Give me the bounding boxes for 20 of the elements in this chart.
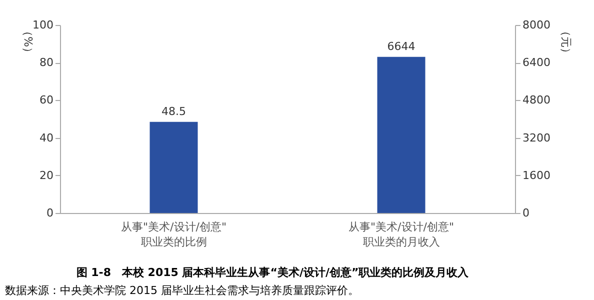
y2-tick-label: 4800	[522, 94, 550, 107]
y-axis-title: （%）	[22, 26, 35, 58]
y-tick-label: 20	[40, 168, 54, 182]
y2-tick-label: 3200	[522, 131, 550, 144]
y-tick-label: 80	[40, 56, 54, 70]
x-tick-label: 从事"美术/设计/创意" 职业类的比例	[120, 220, 227, 248]
text: 图 1-8 本校 2015 届本科毕业生从事“美术/设计/创意”职业类的比例及月收入	[76, 266, 470, 279]
y2-tick-label: 6400	[522, 56, 550, 70]
y2-tick-label: 0	[522, 206, 530, 220]
y-tick-label: 40	[40, 131, 54, 144]
source-note: 数据来源：中央美术学院 2015 届毕业生社会需求与培养质量跟踪评价。	[5, 284, 359, 297]
x-tick-label: 从事"美术/设计/创意" 职业类的月收入	[348, 220, 454, 248]
y-tick-label: 0	[46, 206, 54, 220]
y2-tick-label: 1600	[522, 168, 550, 182]
y2-axis-title: （元）	[559, 26, 572, 58]
y-tick-label: 100	[32, 18, 54, 32]
y-tick-label: 60	[40, 94, 54, 107]
data-label: 6644	[387, 40, 416, 53]
data-label: 48.5	[162, 104, 186, 118]
y2-tick-label: 8000	[522, 18, 550, 32]
